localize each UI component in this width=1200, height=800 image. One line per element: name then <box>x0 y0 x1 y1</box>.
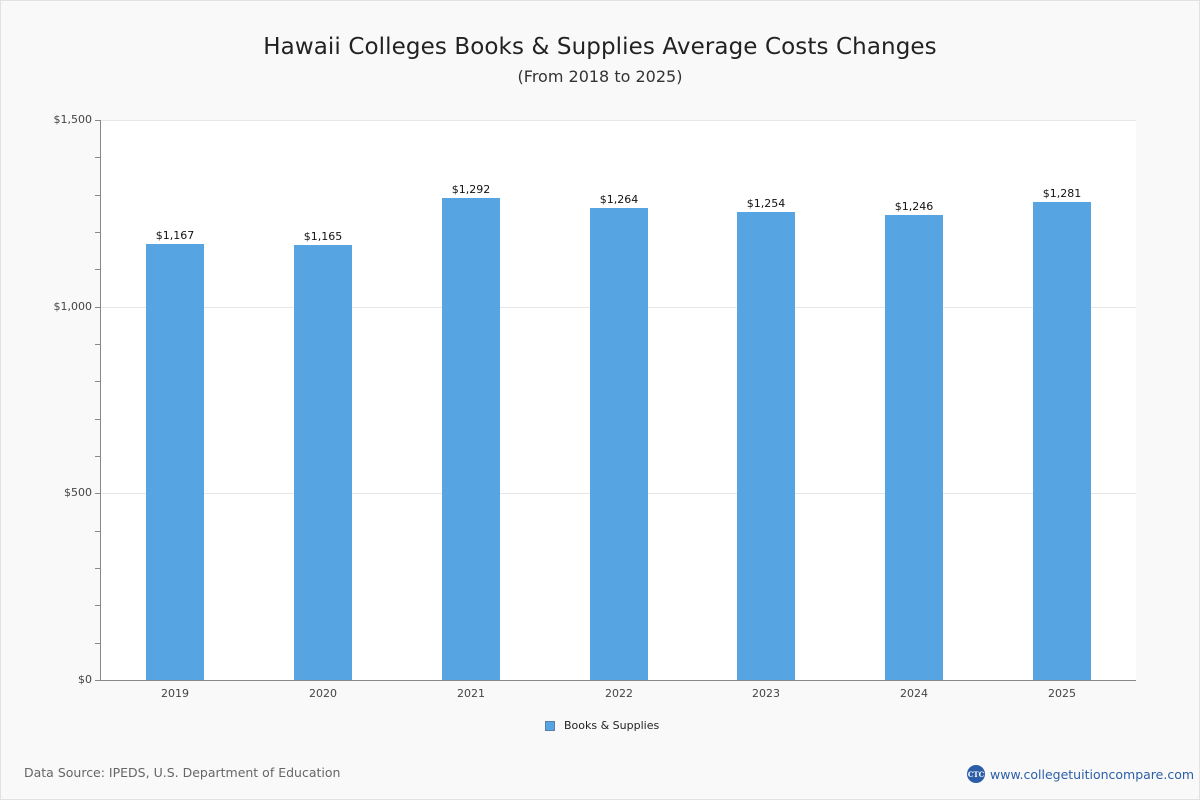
y-tick <box>95 643 100 644</box>
y-tick <box>95 680 100 681</box>
y-axis-label: $0 <box>78 673 92 686</box>
bar-value-label: $1,264 <box>599 193 639 206</box>
y-axis-label: $1,500 <box>53 113 93 126</box>
chart-subtitle: (From 2018 to 2025) <box>517 67 683 86</box>
y-tick <box>95 307 100 308</box>
brand-url: www.collegetuitioncompare.com <box>990 766 1195 782</box>
bar-2019[interactable] <box>146 244 204 680</box>
x-axis-label: 2023 <box>752 687 780 700</box>
y-tick <box>95 120 100 121</box>
legend-label: Books & Supplies <box>564 719 660 732</box>
bar-2025[interactable] <box>1033 202 1091 680</box>
bar-2023[interactable] <box>737 212 795 680</box>
y-tick <box>95 157 100 158</box>
y-axis-label: $500 <box>64 486 92 499</box>
data-source-note: Data Source: IPEDS, U.S. Department of E… <box>24 765 341 780</box>
ctc-logo-icon: CTC <box>967 765 985 783</box>
y-tick <box>95 195 100 196</box>
legend-swatch-icon <box>545 720 555 731</box>
y-axis <box>100 120 101 681</box>
y-tick <box>95 493 100 494</box>
x-axis-label: 2022 <box>605 687 633 700</box>
bar-value-label: $1,292 <box>451 183 491 196</box>
bar-value-label: $1,167 <box>155 229 195 242</box>
y-tick <box>95 456 100 457</box>
bar-2020[interactable] <box>294 245 352 680</box>
y-tick <box>95 419 100 420</box>
x-axis-label: 2021 <box>457 687 485 700</box>
y-tick <box>95 344 100 345</box>
bar-2022[interactable] <box>590 208 648 680</box>
bar-2021[interactable] <box>442 198 500 680</box>
bar-value-label: $1,281 <box>1042 187 1082 200</box>
chart-title: Hawaii Colleges Books & Supplies Average… <box>263 34 937 60</box>
brand-link[interactable]: CTC www.collegetuitioncompare.com <box>967 765 1194 783</box>
bar-value-label: $1,165 <box>303 230 343 243</box>
gridline-1500 <box>100 120 1136 121</box>
bar-2024[interactable] <box>885 215 943 680</box>
y-tick <box>95 381 100 382</box>
y-axis-label: $1,000 <box>53 300 93 313</box>
legend-item-books-supplies[interactable]: Books & Supplies <box>545 719 659 732</box>
y-tick <box>95 232 100 233</box>
bar-value-label: $1,254 <box>746 197 786 210</box>
x-axis-label: 2025 <box>1048 687 1076 700</box>
y-tick <box>95 531 100 532</box>
y-tick <box>95 605 100 606</box>
x-axis-label: 2019 <box>161 687 189 700</box>
y-tick <box>95 568 100 569</box>
x-axis <box>100 680 1136 681</box>
x-axis-label: 2024 <box>900 687 928 700</box>
x-axis-label: 2020 <box>309 687 337 700</box>
y-tick <box>95 269 100 270</box>
bar-value-label: $1,246 <box>894 200 934 213</box>
